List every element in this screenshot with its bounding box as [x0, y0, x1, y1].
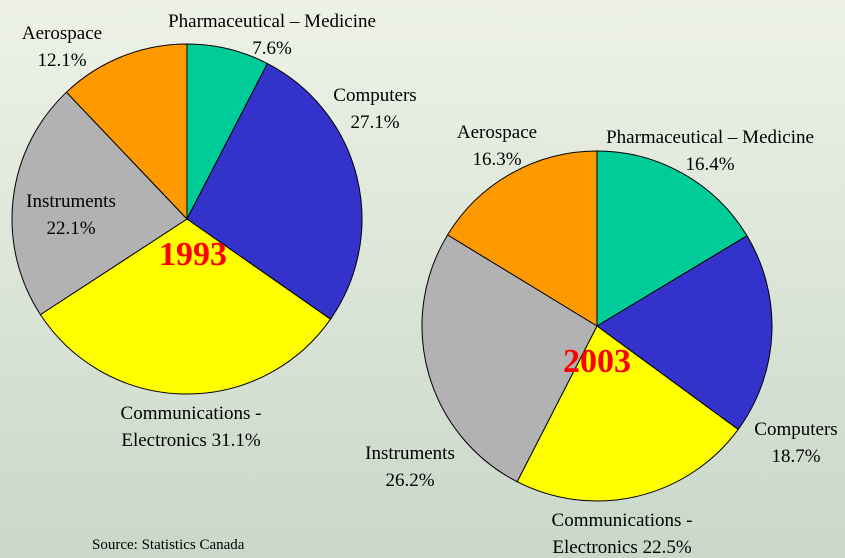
- value-label: 18.7%: [771, 446, 821, 467]
- slice-label: Instruments 22.1%: [16, 188, 126, 242]
- category-label: Pharmaceutical – Medicine: [606, 127, 814, 148]
- category-label: Instruments: [365, 443, 455, 464]
- pie-slice: [186, 62, 363, 320]
- pie-slice: [11, 91, 188, 316]
- pie-slice: [446, 150, 598, 327]
- category-label: Aerospace: [21, 23, 103, 44]
- pie-slice: [596, 235, 773, 431]
- slice-label: Pharmaceutical – Medicine 16.4%: [580, 124, 840, 178]
- slice-label: Instruments 26.2%: [350, 440, 470, 494]
- value-label: 22.5%: [642, 537, 692, 558]
- category-label: Communications - Electronics: [551, 510, 693, 558]
- value-label: 7.6%: [252, 38, 292, 59]
- slice-label: Pharmaceutical – Medicine 7.6%: [142, 8, 402, 62]
- value-label: 16.4%: [685, 154, 735, 175]
- category-label: Computers: [754, 419, 838, 440]
- pie-slice: [596, 150, 748, 327]
- slice-label: Communications - Electronics 31.1%: [96, 400, 286, 454]
- category-label: Pharmaceutical – Medicine: [168, 11, 376, 32]
- pie-slice: [516, 325, 739, 502]
- value-label: 16.3%: [472, 149, 522, 170]
- value-label: 31.1%: [211, 430, 261, 451]
- pie-slice: [65, 43, 188, 221]
- source: Source: Statistics Canada: [92, 537, 245, 553]
- category-label: Aerospace: [456, 122, 538, 143]
- slice-label: Aerospace 12.1%: [7, 20, 117, 74]
- slice-label: Aerospace 16.3%: [442, 119, 552, 173]
- category-label: Communications - Electronics: [120, 403, 262, 451]
- category-label: Instruments: [26, 191, 116, 212]
- slice-label: Computers 18.7%: [741, 416, 845, 470]
- value-label: 12.1%: [37, 50, 87, 71]
- pie-title: 1993: [159, 236, 227, 273]
- pie-title: 2003: [563, 343, 631, 380]
- pie-slice: [421, 234, 598, 483]
- category-label: Computers: [333, 85, 417, 106]
- value-label: 26.2%: [385, 470, 435, 491]
- value-label: 22.1%: [46, 218, 96, 239]
- pie-slice: [39, 218, 332, 395]
- slice-label: Computers 27.1%: [320, 82, 430, 136]
- slice-label: Communications - Electronics 22.5%: [527, 507, 717, 558]
- value-label: 27.1%: [350, 112, 400, 133]
